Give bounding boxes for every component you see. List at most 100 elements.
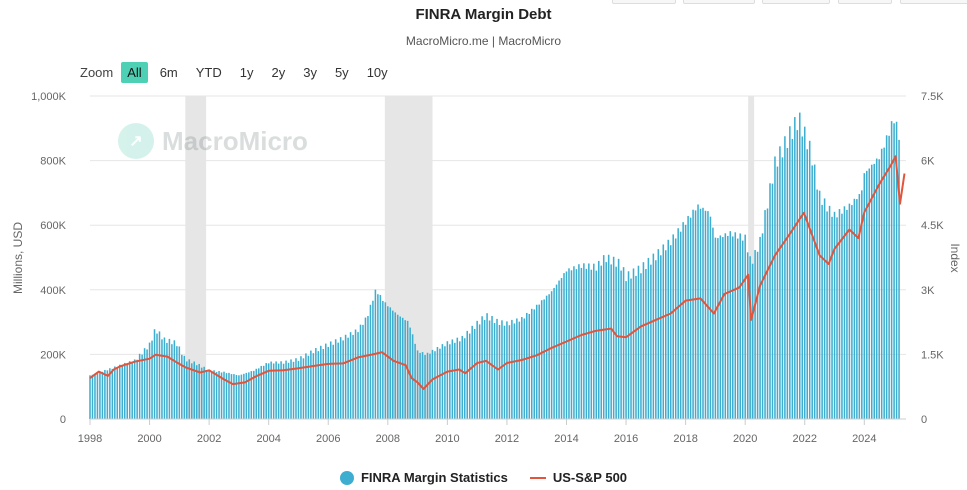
bar (387, 306, 389, 419)
bar (394, 312, 397, 419)
bar (853, 198, 856, 419)
bar (439, 348, 441, 419)
bar (878, 159, 880, 419)
bar (692, 209, 694, 419)
zoom-button-6m[interactable]: 6m (159, 65, 178, 80)
bar (109, 368, 111, 419)
bar (148, 342, 151, 419)
bar (540, 300, 543, 419)
chart-subtitle: MacroMicro.me | MacroMicro (405, 34, 562, 48)
bar (593, 263, 595, 419)
bar (349, 332, 352, 419)
bar (133, 359, 136, 419)
bar (558, 280, 560, 419)
zoom-button-2y[interactable]: 2y (271, 65, 286, 80)
bar (617, 258, 620, 419)
bar (535, 304, 538, 419)
bar (481, 316, 483, 419)
bar (784, 136, 786, 420)
bar (235, 375, 238, 419)
bar (347, 337, 349, 419)
bar (627, 271, 630, 419)
zoom-button-10y[interactable]: 10y (366, 65, 388, 80)
bar (463, 338, 466, 419)
bar (885, 135, 888, 419)
bar (632, 268, 635, 419)
bar (806, 149, 808, 419)
bar (262, 365, 265, 419)
bar (791, 138, 794, 419)
x-tick-label: 1998 (78, 433, 102, 445)
bar (836, 217, 838, 419)
bar (230, 374, 233, 419)
bar (841, 213, 843, 419)
x-tick-label: 2002 (197, 433, 221, 445)
bar (171, 344, 173, 419)
bar (287, 362, 290, 419)
x-tick-label: 2006 (316, 433, 340, 445)
bar (337, 342, 339, 419)
bar (548, 294, 550, 419)
bar (161, 339, 163, 419)
bar (508, 325, 511, 419)
bar (178, 346, 181, 419)
zoom-button-3y[interactable]: 3y (303, 65, 317, 80)
watermark-text: MacroMicro (162, 125, 308, 156)
bar (136, 359, 138, 419)
bar (672, 234, 674, 419)
bar (434, 351, 436, 419)
bar (898, 139, 900, 420)
bar (181, 354, 183, 419)
bar (660, 255, 662, 419)
bar (176, 346, 178, 419)
legend-item-margin[interactable]: FINRA Margin Statistics (339, 470, 508, 485)
y-tick-label: 800K (40, 156, 66, 168)
top-tab-2[interactable] (683, 0, 755, 4)
legend-item-sp500[interactable]: US-S&P 500 (529, 470, 627, 485)
bar (379, 294, 382, 419)
bar (657, 249, 660, 419)
bar (769, 183, 771, 419)
zoom-button-5y[interactable]: 5y (334, 65, 349, 80)
top-tab-1[interactable] (612, 0, 676, 4)
zoom-button-1y[interactable]: 1y (239, 65, 254, 80)
bar (615, 266, 617, 419)
bar (866, 170, 868, 419)
bar (205, 370, 208, 419)
bar (523, 318, 526, 419)
bar (377, 294, 379, 419)
bar (396, 314, 399, 419)
bar (516, 318, 518, 419)
bar (625, 281, 627, 419)
bar (166, 342, 168, 419)
bar (736, 238, 739, 419)
bar (218, 370, 220, 419)
top-tab-3[interactable] (762, 0, 830, 4)
bar (461, 335, 464, 419)
bar (789, 126, 791, 419)
top-tab-4[interactable] (838, 0, 892, 4)
bar (813, 164, 816, 419)
top-tab-5[interactable] (900, 0, 967, 4)
bar (290, 359, 292, 419)
bar (863, 173, 866, 419)
bar (389, 307, 392, 419)
bar (799, 112, 801, 419)
bar (744, 234, 746, 419)
bar (295, 358, 297, 419)
bar (188, 359, 191, 419)
bar (327, 346, 330, 419)
zoom-button-ytd[interactable]: YTD (195, 65, 222, 80)
bar (253, 370, 255, 419)
x-tick-label: 2016 (614, 433, 638, 445)
bar (382, 300, 384, 419)
bar (597, 260, 600, 419)
bar (89, 375, 91, 419)
bar (764, 210, 766, 419)
zoom-button-all[interactable]: All (121, 62, 148, 83)
bar (848, 203, 851, 419)
bar (223, 371, 225, 419)
bar (203, 366, 205, 419)
bar (645, 268, 647, 419)
